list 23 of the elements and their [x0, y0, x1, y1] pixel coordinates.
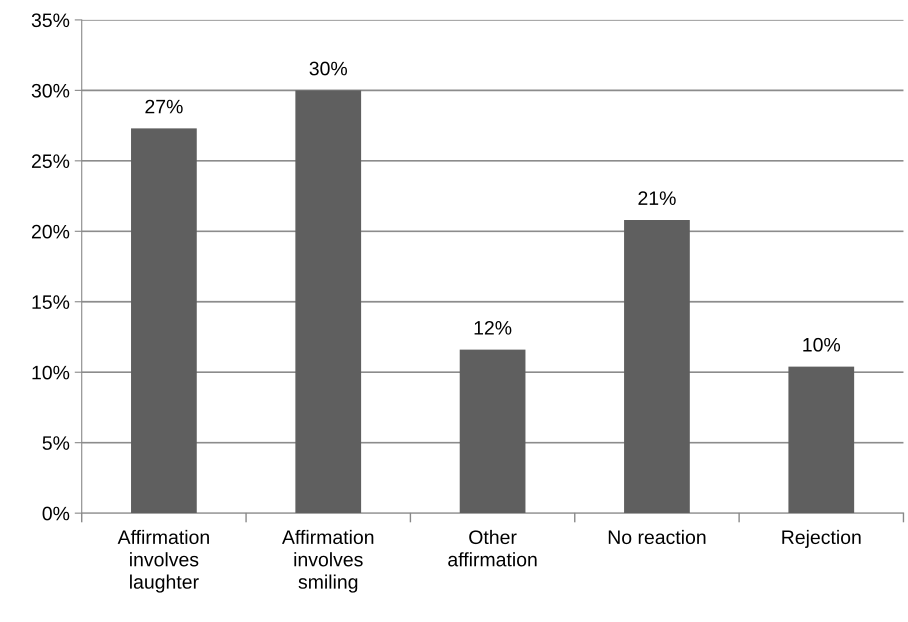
x-tick-label: Affirmation involves smiling — [282, 530, 374, 593]
data-label: 30% — [310, 62, 348, 76]
y-tick-label: 20% — [32, 224, 70, 239]
data-label: 12% — [474, 320, 512, 335]
x-tick-label: Affirmation involves laughter — [118, 530, 209, 593]
data-label: 27% — [145, 100, 183, 114]
y-tick-label: 15% — [32, 295, 70, 309]
x-tick-label: Other affirmation — [448, 530, 537, 566]
bar — [788, 366, 854, 514]
y-tick-label: 10% — [32, 366, 70, 380]
bar — [131, 128, 197, 514]
bar — [295, 90, 362, 514]
x-tick-label: No reaction — [608, 530, 706, 544]
y-tick-label: 35% — [32, 13, 70, 28]
y-tick-label: 5% — [42, 436, 70, 450]
data-label: 21% — [638, 191, 676, 205]
y-tick-label: 30% — [32, 84, 70, 98]
bar — [460, 350, 526, 514]
data-label: 10% — [803, 338, 840, 352]
x-tick-label: Rejection — [782, 530, 861, 548]
y-tick-label: 25% — [32, 154, 70, 168]
y-tick-label: 0% — [42, 506, 70, 520]
bar — [624, 220, 690, 514]
